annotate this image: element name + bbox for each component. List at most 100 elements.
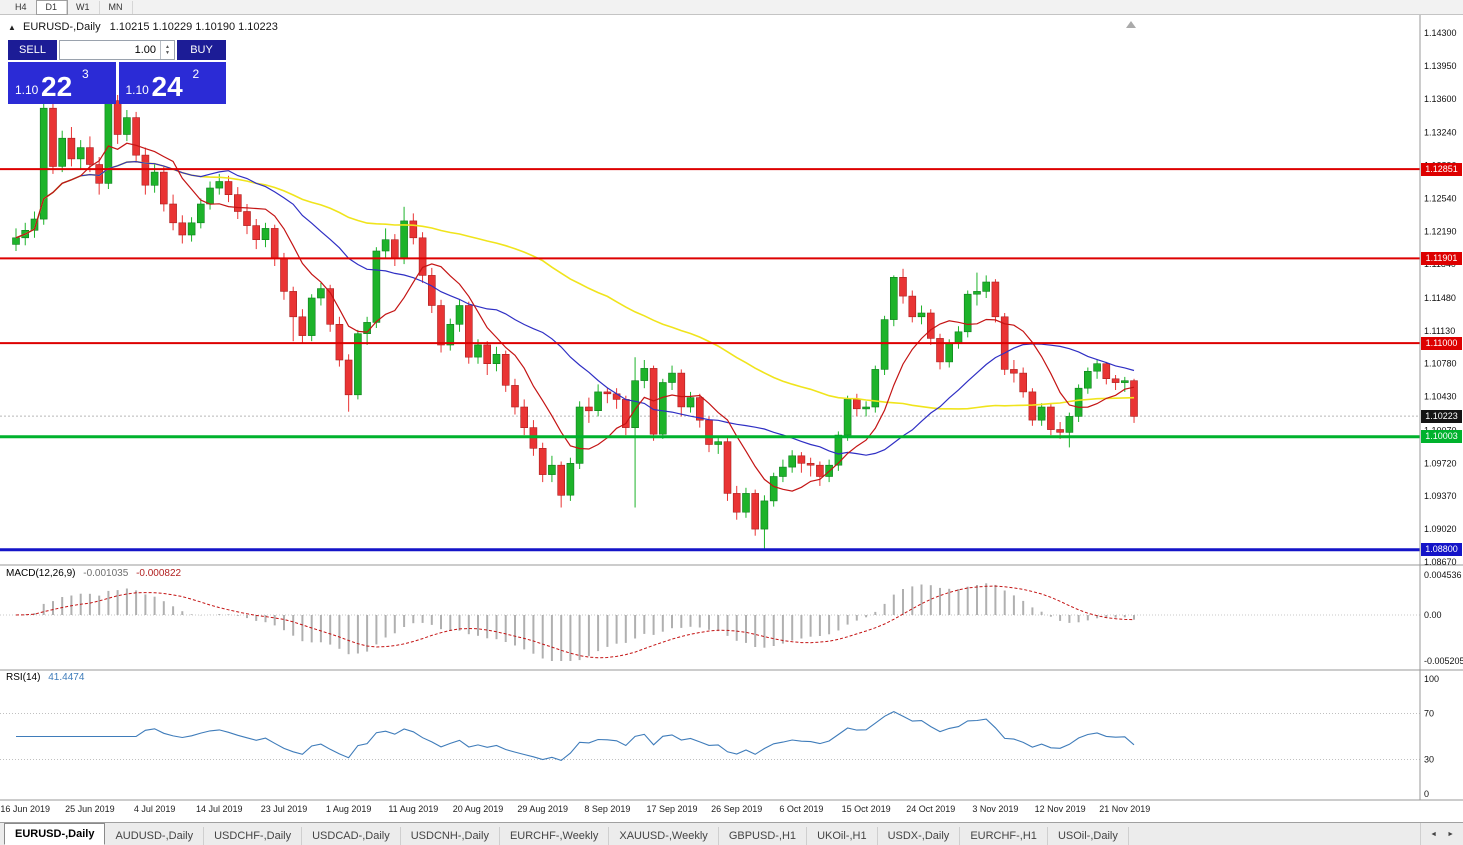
sell-button[interactable]: SELL [8,40,57,60]
rsi-line [16,710,1135,762]
time-axis[interactable]: 16 Jun 2019 25 Jun 2019 4 Jul 2019 14 Jul 2… [0,804,1150,814]
chart-tab-usdx-daily[interactable]: USDX-,Daily [878,827,961,845]
svg-text:15 Oct 2019: 15 Oct 2019 [842,804,891,814]
svg-text:1 Aug 2019: 1 Aug 2019 [326,804,372,814]
svg-text:0: 0 [1424,789,1429,799]
chart-ohlc-values: 1.10215 1.10229 1.10190 1.10223 [109,21,278,33]
svg-text:1.13950: 1.13950 [1424,61,1457,71]
svg-text:1.08670: 1.08670 [1424,557,1457,567]
svg-text:29 Aug 2019: 29 Aug 2019 [517,804,568,814]
rsi-label: RSI(14) [6,672,41,683]
buy-price-box[interactable]: 1.10 24 2 [118,62,226,104]
chart-tab-bar: EURUSD-,Daily AUDUSD-,Daily USDCHF-,Daily U… [0,822,1463,845]
tab-scroll-left-icon[interactable]: ◄ [1430,830,1438,838]
svg-text:100: 100 [1424,674,1439,684]
chart-tab-eurusd-daily[interactable]: EURUSD-,Daily [4,823,106,845]
sell-price-box[interactable]: 1.10 22 3 [8,62,116,104]
svg-text:1.11480: 1.11480 [1424,293,1456,303]
chart-shift-marker-icon [1126,21,1136,28]
sell-price-prefix: 1.10 [15,83,39,97]
volume-up-icon[interactable]: ▲ [165,44,170,50]
timeframe-button-d1[interactable]: D1 [35,0,69,15]
macd-axis: 0.004536 0.00 -0.005205 [1424,570,1463,666]
sell-price-sup: 3 [82,67,89,81]
timeframe-buttons: H4 D1 W1 MN [6,0,133,15]
chart-tab-xauusd-weekly[interactable]: XAUUSD-,Weekly [609,827,719,845]
chart-tabs: EURUSD-,Daily AUDUSD-,Daily USDCHF-,Daily U… [4,823,1129,845]
rsi-pane: 100 70 30 0 [0,674,1439,799]
timeframe-button-mn[interactable]: MN [100,0,133,14]
svg-text:21 Nov 2019: 21 Nov 2019 [1099,804,1150,814]
chart-tab-usdcnh-daily[interactable]: USDCNH-,Daily [401,827,500,845]
chart-tab-eurchf-h1[interactable]: EURCHF-,H1 [960,827,1048,845]
chart-tab-audusd-daily[interactable]: AUDUSD-,Daily [105,827,205,845]
svg-text:1.10430: 1.10430 [1424,392,1457,402]
macd-main-value: -0.001035 [83,568,129,579]
svg-text:6 Oct 2019: 6 Oct 2019 [779,804,823,814]
svg-text:1.13240: 1.13240 [1424,128,1457,138]
svg-text:1.10780: 1.10780 [1424,359,1457,369]
moving-averages [15,142,1135,492]
svg-text:70: 70 [1424,709,1434,719]
volume-down-icon[interactable]: ▼ [165,50,170,56]
chart-title: ▲ EURUSD-,Daily 1.10215 1.10229 1.10190 … [8,21,278,33]
buy-button[interactable]: BUY [177,40,226,60]
svg-text:0.00: 0.00 [1424,610,1442,620]
svg-text:1.11130: 1.11130 [1424,326,1455,336]
svg-text:1.09370: 1.09370 [1424,491,1457,501]
svg-text:25 Jun 2019: 25 Jun 2019 [65,804,115,814]
buy-price-sup: 2 [192,67,200,81]
current-price-badge: 1.10223 [1421,410,1462,423]
chart-tab-eurchf-weekly[interactable]: EURCHF-,Weekly [500,827,610,845]
timeframe-button-w1[interactable]: W1 [67,0,100,14]
one-click-collapse-icon[interactable]: ▲ [8,23,16,32]
rsi-header: RSI(14) 41.4474 [6,672,84,683]
chart-tab-ukoil-h1[interactable]: UKOil-,H1 [807,827,878,845]
svg-text:0.004536: 0.004536 [1424,570,1462,580]
svg-text:4 Jul 2019: 4 Jul 2019 [134,804,176,814]
price-level-badge: 1.11000 [1421,337,1462,350]
svg-text:1.13600: 1.13600 [1424,94,1457,104]
tab-scroll-right-icon[interactable]: ► [1447,830,1454,838]
tab-scroll-controls: ◄ ► [1420,823,1463,845]
chart-tab-usoil-daily[interactable]: USOil-,Daily [1048,827,1129,845]
chart-tab-gbpusd-h1[interactable]: GBPUSD-,H1 [719,827,808,845]
svg-text:1.14300: 1.14300 [1424,28,1457,38]
macd-signal-line [15,585,1135,659]
horizontal-lines[interactable] [0,168,1420,552]
macd-signal-value: -0.000822 [136,568,182,579]
price-level-badge: 1.12851 [1421,163,1462,176]
pane-separators [0,15,1463,801]
svg-text:1.09020: 1.09020 [1424,524,1457,534]
rsi-value: 41.4474 [48,672,85,683]
one-click-trading-panel: SELL 1.00 ▲ ▼ BUY 1.10 22 3 1.10 24 2 [8,40,226,104]
ma-line-21 [15,160,1135,456]
timeframe-button-h4[interactable]: H4 [6,0,37,14]
svg-text:8 Sep 2019: 8 Sep 2019 [584,804,630,814]
price-level-badge: 1.10003 [1421,430,1462,443]
svg-text:24 Oct 2019: 24 Oct 2019 [906,804,955,814]
chart-tab-usdcad-daily[interactable]: USDCAD-,Daily [302,827,401,845]
svg-text:30: 30 [1424,755,1434,765]
buy-price-prefix: 1.10 [125,83,149,97]
svg-text:-0.005205: -0.005205 [1424,656,1463,666]
chart-tab-usdchf-daily[interactable]: USDCHF-,Daily [204,827,303,845]
svg-text:1.12190: 1.12190 [1424,226,1457,236]
svg-text:3 Nov 2019: 3 Nov 2019 [972,804,1018,814]
price-axis[interactable]: 1.143001.139501.136001.132401.128901.125… [1424,28,1457,567]
svg-text:16 Jun 2019: 16 Jun 2019 [0,804,50,814]
svg-text:23 Jul 2019: 23 Jul 2019 [261,804,308,814]
sell-price-big: 22 [41,71,73,102]
svg-text:17 Sep 2019: 17 Sep 2019 [646,804,697,814]
svg-text:11 Aug 2019: 11 Aug 2019 [388,804,438,814]
chart-symbol-label: EURUSD-,Daily [22,21,101,33]
candles-layer [12,93,1138,551]
volume-input[interactable]: 1.00 ▲ ▼ [59,40,175,60]
price-level-badge: 1.11901 [1421,252,1462,265]
svg-text:1.09720: 1.09720 [1424,458,1457,468]
ma-line-55 [15,160,1135,410]
svg-text:12 Nov 2019: 12 Nov 2019 [1035,804,1086,814]
timeframe-toolbar: H4 D1 W1 MN [0,0,1463,15]
